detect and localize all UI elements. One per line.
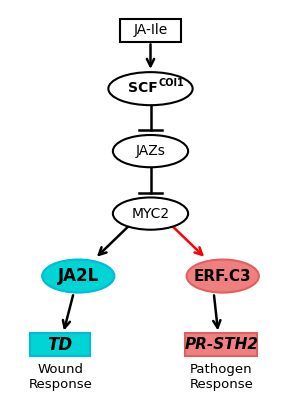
Text: MYC2: MYC2 [132,207,169,220]
Text: COI1: COI1 [158,78,184,88]
FancyBboxPatch shape [120,19,181,42]
Ellipse shape [187,260,259,293]
Ellipse shape [113,197,188,230]
Ellipse shape [108,72,193,105]
Ellipse shape [113,135,188,167]
Text: Wound
Response: Wound Response [28,363,92,391]
FancyBboxPatch shape [30,334,90,356]
Text: JAZs: JAZs [135,144,166,158]
Text: Pathogen
Response: Pathogen Response [189,363,253,391]
Text: JA2L: JA2L [57,267,99,285]
Ellipse shape [42,260,114,293]
Text: SCF: SCF [128,81,158,95]
FancyBboxPatch shape [185,334,257,356]
Text: JA-Ile: JA-Ile [133,23,168,37]
Text: PR-STH2: PR-STH2 [184,337,258,352]
Text: ERF.C3: ERF.C3 [194,268,252,284]
Text: TD: TD [48,336,73,353]
